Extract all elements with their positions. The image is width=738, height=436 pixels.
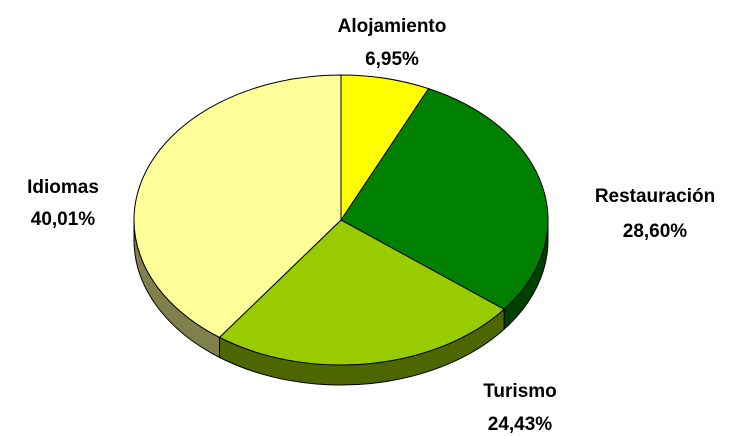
slice xyxy=(340,88,549,310)
slice xyxy=(133,74,342,338)
slice xyxy=(218,219,505,366)
slice-value-label: 28,60% xyxy=(623,221,688,242)
slice-value-label: 40,01% xyxy=(31,209,96,230)
slice-label: Alojamiento xyxy=(338,16,447,37)
slice-value-label: 6,95% xyxy=(365,49,419,70)
slice-label: Idiomas xyxy=(27,177,99,198)
slice-value-label: 24,43% xyxy=(488,414,553,435)
slice-label: Turismo xyxy=(483,381,557,402)
slice-label: Restauración xyxy=(595,186,715,207)
